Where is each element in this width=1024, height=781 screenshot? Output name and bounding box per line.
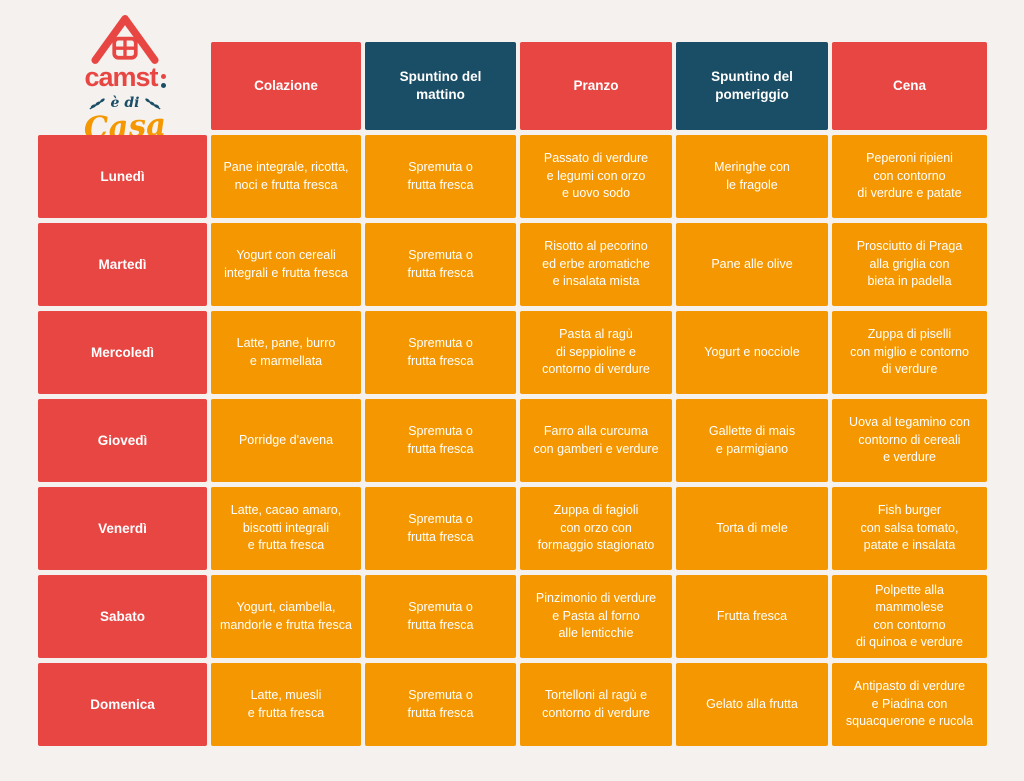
menu-cell: Pane alle olive <box>676 223 828 306</box>
menu-cell: Zuppa di piselli con miglio e contorno d… <box>832 311 987 394</box>
menu-cell: Risotto al pecorino ed erbe aromatiche e… <box>520 223 672 306</box>
day-label-venerdi: Venerdì <box>38 487 207 570</box>
menu-cell: Fish burger con salsa tomato, patate e i… <box>832 487 987 570</box>
leaf-right-icon <box>145 97 161 109</box>
column-header-spuntino-mattino: Spuntino del mattino <box>365 42 516 130</box>
menu-cell: Torta di mele <box>676 487 828 570</box>
header-spacer <box>38 42 207 130</box>
menu-cell: Yogurt con cereali integrali e frutta fr… <box>211 223 361 306</box>
menu-cell: Yogurt, ciambella, mandorle e frutta fre… <box>211 575 361 658</box>
menu-cell: Yogurt e nocciole <box>676 311 828 394</box>
menu-cell: Gelato alla frutta <box>676 663 828 746</box>
leaf-left-icon <box>89 97 105 109</box>
menu-cell: Frutta fresca <box>676 575 828 658</box>
menu-cell: Zuppa di fagioli con orzo con formaggio … <box>520 487 672 570</box>
menu-cell: Spremuta o frutta fresca <box>365 399 516 482</box>
menu-cell: Latte, cacao amaro, biscotti integrali e… <box>211 487 361 570</box>
menu-cell: Latte, pane, burro e marmellata <box>211 311 361 394</box>
column-header-spuntino-pomeriggio: Spuntino del pomeriggio <box>676 42 828 130</box>
column-header-cena: Cena <box>832 42 987 130</box>
menu-cell: Spremuta o frutta fresca <box>365 135 516 218</box>
menu-cell: Spremuta o frutta fresca <box>365 575 516 658</box>
column-header-pranzo: Pranzo <box>520 42 672 130</box>
menu-cell: Pasta al ragù di seppioline e contorno d… <box>520 311 672 394</box>
menu-cell: Antipasto di verdure e Piadina con squac… <box>832 663 987 746</box>
menu-cell: Spremuta o frutta fresca <box>365 311 516 394</box>
menu-cell: Polpette alla mammolese con contorno di … <box>832 575 987 658</box>
menu-cell: Spremuta o frutta fresca <box>365 223 516 306</box>
brand-colon-icon <box>160 68 166 88</box>
menu-cell: Spremuta o frutta fresca <box>365 487 516 570</box>
day-label-martedi: Martedì <box>38 223 207 306</box>
menu-cell: Farro alla curcuma con gamberi e verdure <box>520 399 672 482</box>
menu-cell: Porridge d'avena <box>211 399 361 482</box>
day-label-giovedi: Giovedì <box>38 399 207 482</box>
menu-cell: Pane integrale, ricotta, noci e frutta f… <box>211 135 361 218</box>
brand-text: camst <box>84 62 158 92</box>
brand-wordmark: camst <box>66 64 184 91</box>
menu-cell: Prosciutto di Praga alla griglia con bie… <box>832 223 987 306</box>
menu-cell: Pinzimonio di verdure e Pasta al forno a… <box>520 575 672 658</box>
house-roof-icon <box>91 15 159 64</box>
menu-cell: Uova al tegamino con contorno di cereali… <box>832 399 987 482</box>
tagline-text: è di <box>110 95 140 111</box>
day-label-domenica: Domenica <box>38 663 207 746</box>
column-header-colazione: Colazione <box>211 42 361 130</box>
menu-cell: Meringhe con le fragole <box>676 135 828 218</box>
logo-tagline: è di <box>66 95 184 111</box>
day-label-mercoledi: Mercoledì <box>38 311 207 394</box>
menu-cell: Latte, muesli e frutta fresca <box>211 663 361 746</box>
menu-cell: Tortelloni al ragù e contorno di verdure <box>520 663 672 746</box>
day-label-sabato: Sabato <box>38 575 207 658</box>
day-label-lunedi: Lunedì <box>38 135 207 218</box>
menu-cell: Passato di verdure e legumi con orzo e u… <box>520 135 672 218</box>
weekly-menu-table: Colazione Spuntino del mattino Pranzo Sp… <box>38 42 987 746</box>
menu-cell: Gallette di mais e parmigiano <box>676 399 828 482</box>
menu-cell: Peperoni ripieni con contorno di verdure… <box>832 135 987 218</box>
menu-cell: Spremuta o frutta fresca <box>365 663 516 746</box>
camst-logo: camst è di Casa <box>66 8 184 147</box>
